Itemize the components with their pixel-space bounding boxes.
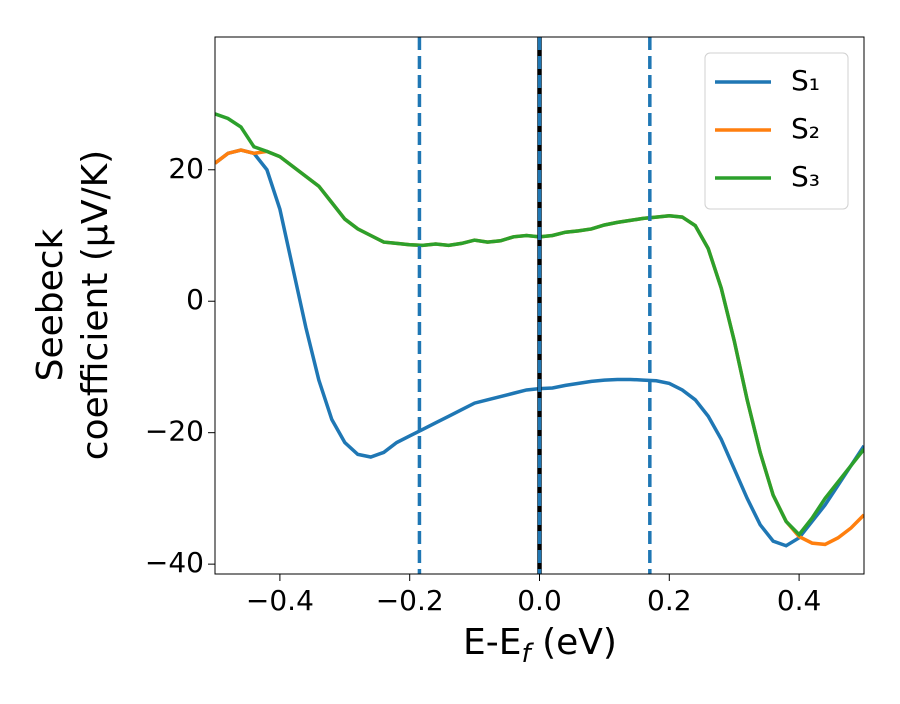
y-tick-label: −40 <box>145 546 204 579</box>
x-tick-label: 0.4 <box>777 584 822 617</box>
x-axis-label: E-Ef (eV) <box>463 622 617 669</box>
x-label-part: E-E <box>463 622 521 663</box>
x-tick-label: 0.0 <box>517 584 562 617</box>
y-tick-label: 0 <box>186 283 204 316</box>
plot-frame <box>214 36 865 575</box>
x-tick-label: 0.2 <box>647 584 692 617</box>
y-tick-label: 20 <box>168 152 204 185</box>
legend-label: S₂ <box>791 112 820 145</box>
legend-label: S₃ <box>791 160 820 193</box>
x-tick-label: −0.2 <box>376 584 444 617</box>
x-label-part: (eV) <box>531 622 617 663</box>
legend-box <box>704 52 849 210</box>
legend-label: S₁ <box>791 64 820 97</box>
y-axis-label: coefficient (μV/K) <box>75 150 116 460</box>
y-tick-label: −20 <box>145 415 204 448</box>
x-tick-label: −0.4 <box>246 584 314 617</box>
y-axis-label: Seebeck <box>30 228 71 381</box>
